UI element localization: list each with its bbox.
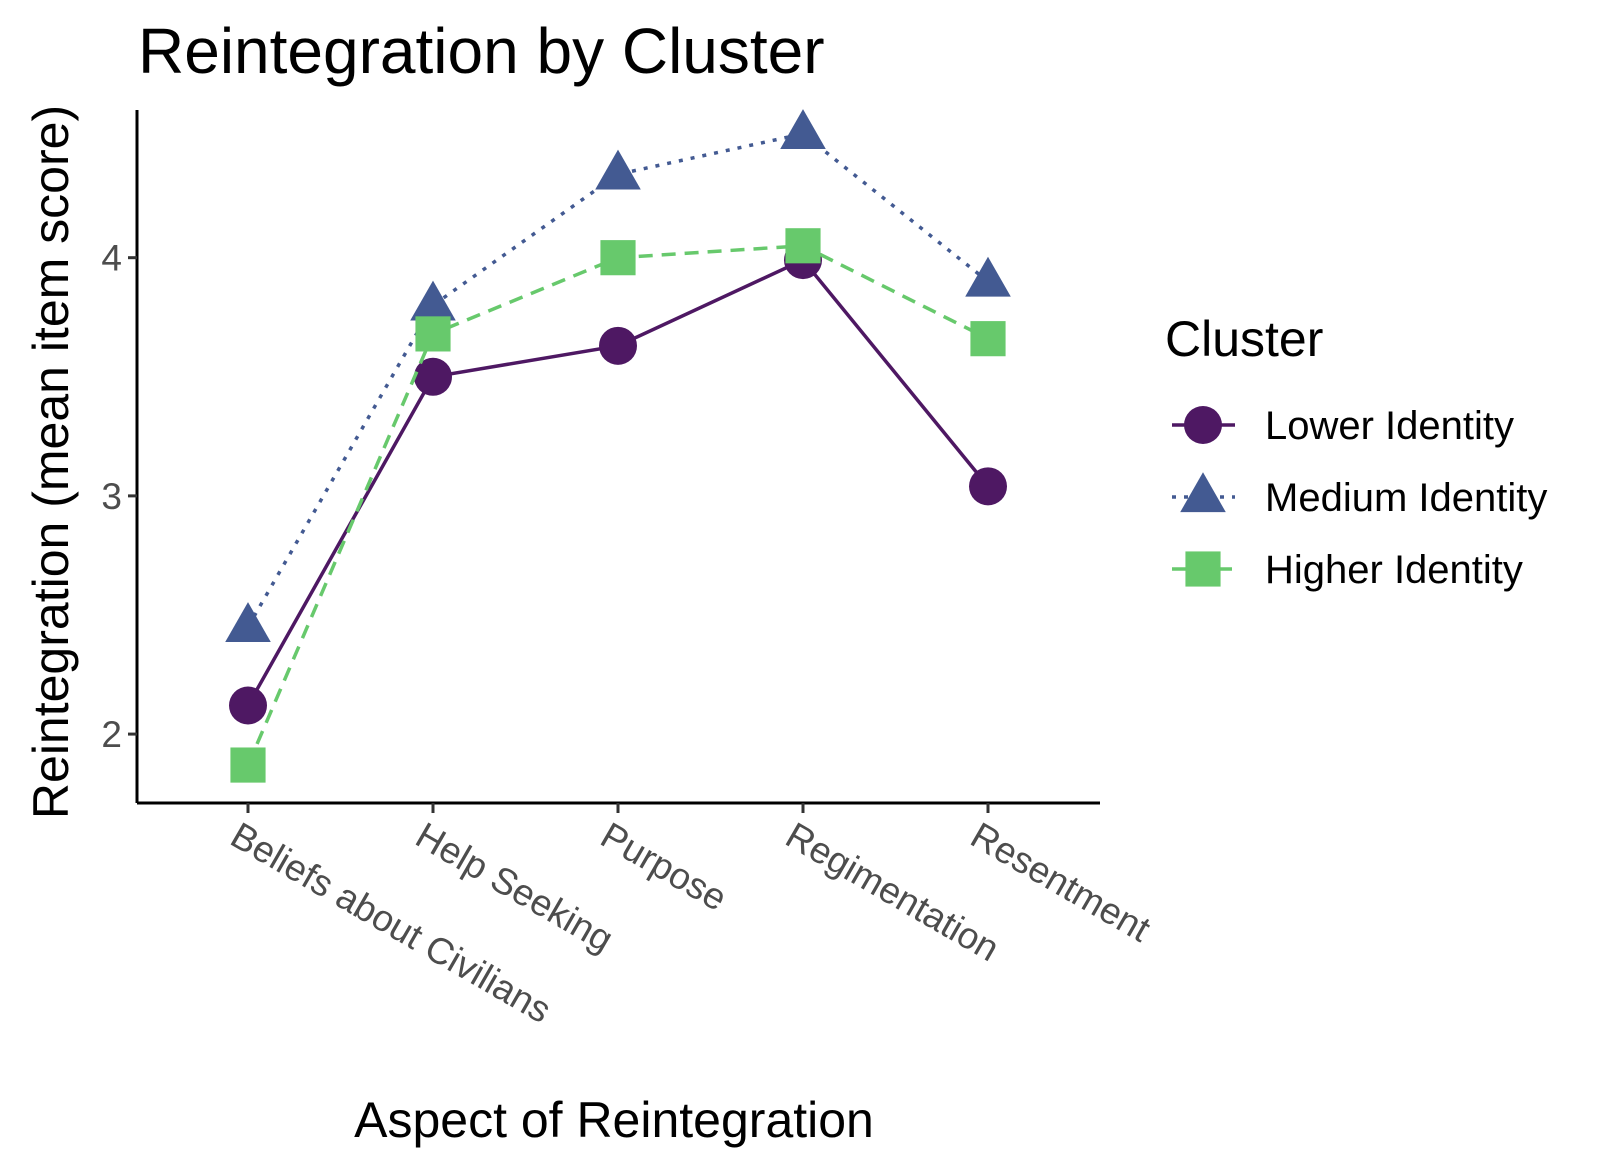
y-tick-label: 2 (101, 714, 122, 755)
y-tick-label: 3 (101, 476, 122, 517)
data-point (780, 109, 826, 149)
legend-label: Higher Identity (1265, 548, 1523, 592)
legend-label: Lower Identity (1265, 404, 1514, 448)
data-point (225, 602, 271, 643)
legend-item-medium-identity: Medium Identity (1172, 472, 1547, 520)
data-point (599, 326, 637, 365)
legend-key-marker (1180, 472, 1226, 513)
series-higher-identity (230, 228, 1006, 783)
data-point (414, 357, 452, 396)
data-point (965, 256, 1011, 297)
series-medium-identity (225, 109, 1011, 643)
x-tick-label: Beliefs about Civilians (224, 814, 558, 1030)
legend-key-marker (1184, 406, 1222, 444)
data-point (969, 467, 1007, 506)
legend-key-marker (1185, 551, 1221, 587)
legend-item-lower-identity: Lower Identity (1172, 404, 1514, 448)
legend-title: Cluster (1165, 311, 1323, 367)
data-point (595, 149, 641, 190)
chart-title: Reintegration by Cluster (138, 15, 825, 87)
y-axis-title: Reintegration (mean item score) (23, 105, 79, 819)
x-axis-title: Aspect of Reintegration (354, 1092, 874, 1148)
legend-label: Medium Identity (1265, 476, 1547, 520)
data-point (785, 228, 821, 264)
data-point (229, 686, 267, 725)
series-line-higher-identity (246, 243, 989, 766)
data-point (600, 240, 636, 276)
data-point (230, 747, 266, 783)
data-point (410, 280, 456, 321)
x-tick-label: Purpose (594, 814, 734, 918)
y-tick-label: 4 (101, 238, 122, 279)
data-point (415, 316, 451, 352)
series-lower-identity (229, 241, 1007, 725)
series-layer (225, 109, 1011, 783)
data-point (970, 321, 1006, 357)
legend-item-higher-identity: Higher Identity (1172, 548, 1523, 592)
legend: Cluster Lower Identity Medium Identity Hig… (1165, 311, 1547, 592)
series-line-medium-identity (246, 131, 990, 628)
